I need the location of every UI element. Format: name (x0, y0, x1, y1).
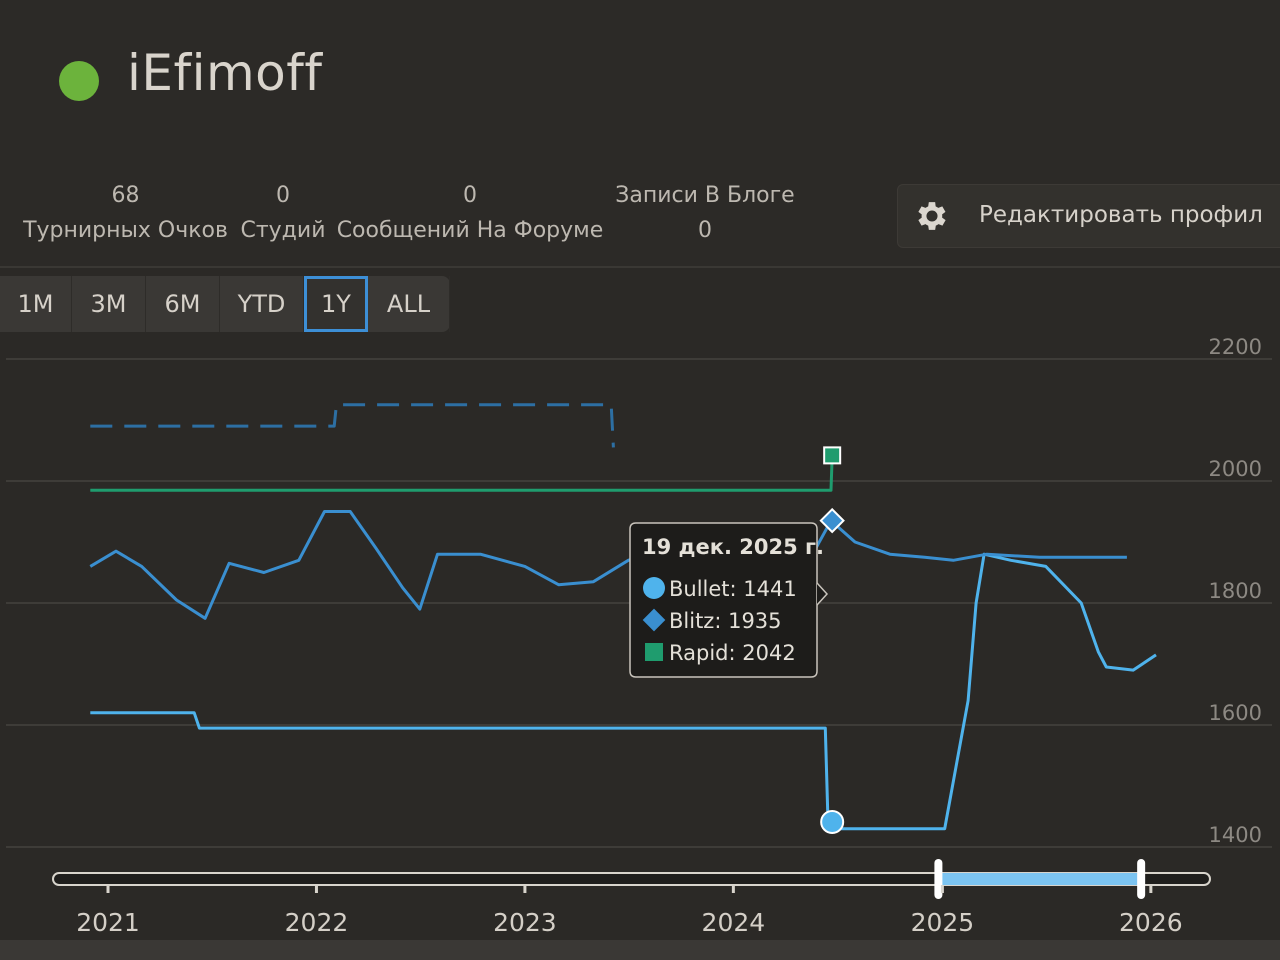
y-tick-label: 1800 (1209, 579, 1262, 603)
profile-header: iEfimoff 68 Турнирных Очков 0 Студий 0 С… (0, 0, 1280, 268)
stat-value: 68 (111, 183, 140, 208)
y-tick-label: 2200 (1209, 335, 1262, 359)
edit-profile-label: Редактировать профил (979, 202, 1263, 228)
tooltip-marker-diamond (642, 608, 666, 632)
y-tick-label: 1400 (1209, 823, 1262, 847)
x-tick-label: 2025 (911, 908, 975, 937)
x-tick-label: 2021 (76, 908, 140, 937)
rapid-hover-marker (823, 446, 842, 465)
series-line-dashed (90, 403, 615, 448)
navigator-selection (938, 873, 1142, 885)
navigator-track (52, 872, 1211, 886)
edit-profile-button[interactable]: Редактировать профил (897, 184, 1280, 248)
navigator-handle-right (1137, 859, 1146, 899)
gear-icon (918, 202, 946, 230)
x-tick-label: 2024 (702, 908, 766, 937)
y-tick-label: 1600 (1209, 701, 1262, 725)
series-line-blitz (89, 510, 1127, 620)
series-line-rapid (90, 455, 834, 492)
x-tick-label: 2023 (493, 908, 557, 937)
rating-chart: 2200 2000 1800 1600 1400 19 дек. 2025 г. Bulle… (6, 335, 1272, 937)
range-button-6m[interactable]: 6M (146, 276, 220, 332)
tooltip-item: Bullet: 1441 (669, 577, 797, 601)
navigator-handle-left (934, 859, 943, 899)
stat-value: 0 (276, 183, 290, 208)
bullet-hover-marker (820, 809, 845, 834)
stat-label: Турнирных Очков (23, 218, 228, 243)
tooltip-marker-square (645, 643, 663, 661)
stat-studios[interactable]: 0 Студий (238, 178, 328, 248)
stat-label: Записи В Блоге (615, 183, 795, 208)
footer-strip (0, 940, 1280, 960)
header-divider (0, 266, 1280, 268)
online-status-icon (59, 61, 99, 101)
stat-blog-posts[interactable]: Записи В Блоге 0 (610, 178, 800, 248)
tooltip-item: Rapid: 2042 (669, 641, 796, 665)
stat-label: Студий (240, 218, 326, 243)
stat-forum-posts[interactable]: 0 Сообщений На Форуме (335, 178, 605, 248)
blitz-hover-marker (819, 507, 845, 534)
tooltip-marker-circle (643, 577, 665, 599)
tooltip-box (629, 522, 818, 678)
range-button-1y[interactable]: 1Y (304, 276, 368, 332)
range-button-ytd[interactable]: YTD (220, 276, 304, 332)
stat-value: 0 (698, 218, 712, 243)
stat-label: Сообщений На Форуме (336, 218, 604, 243)
y-tick-label: 2000 (1209, 457, 1262, 481)
x-tick-label: 2022 (285, 908, 349, 937)
series-line-bullet (90, 552, 1157, 831)
stat-tournament-points[interactable]: 68 Турнирных Очков (18, 178, 233, 248)
range-selector: 1M 3M 6M YTD 1Y ALL (0, 276, 450, 332)
tooltip-pointer (816, 582, 829, 606)
stat-value: 0 (463, 183, 477, 208)
tooltip-item: Blitz: 1935 (669, 609, 782, 633)
x-tick-label: 2026 (1119, 908, 1183, 937)
range-button-all[interactable]: ALL (368, 276, 450, 332)
tooltip-date: 19 дек. 2025 г. (642, 535, 824, 559)
username: iEfimoff (127, 44, 323, 102)
range-button-3m[interactable]: 3M (72, 276, 146, 332)
range-button-1m[interactable]: 1M (0, 276, 72, 332)
